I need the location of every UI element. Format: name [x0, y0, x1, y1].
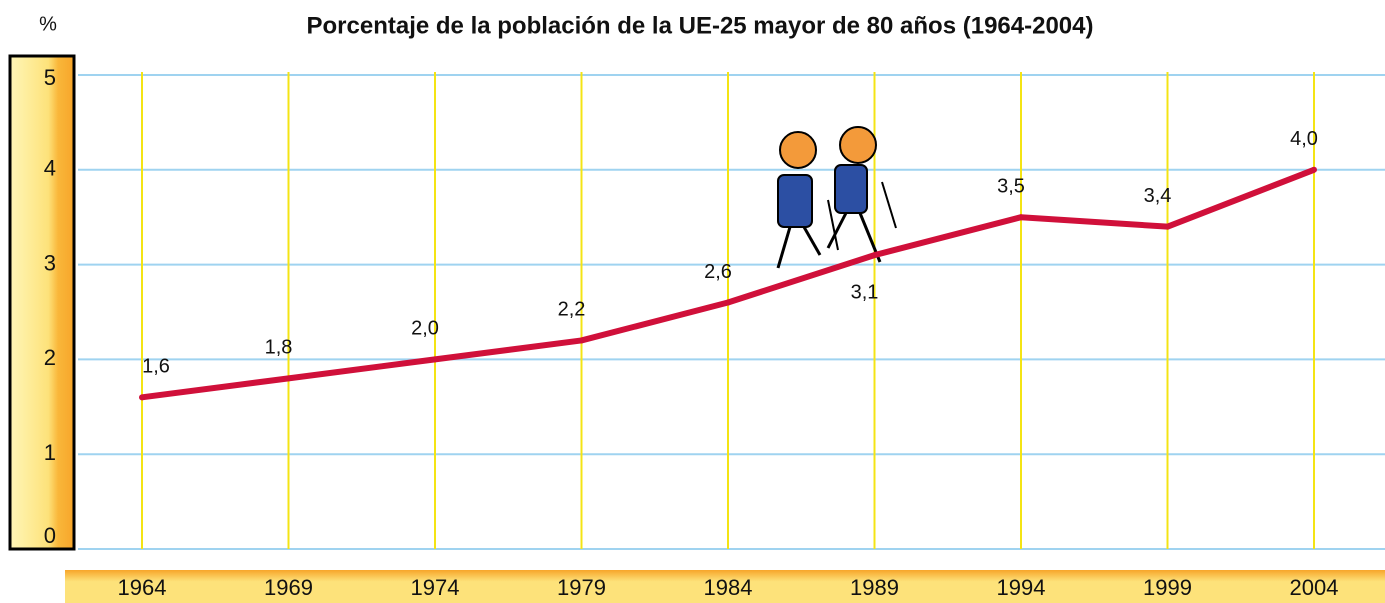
y-tick-label: 2 [44, 345, 56, 370]
value-label: 3,5 [997, 175, 1025, 197]
x-tick-label: 1979 [557, 575, 606, 600]
value-label: 2,0 [411, 318, 439, 340]
x-tick-label: 1964 [118, 575, 167, 600]
value-label: 2,2 [558, 299, 586, 321]
y-tick-label: 0 [44, 523, 56, 548]
y-tick-label: 3 [44, 250, 56, 275]
data-point [1164, 223, 1171, 230]
value-label: 3,1 [851, 281, 879, 303]
data-point [139, 394, 145, 401]
y-unit: % [39, 13, 57, 35]
data-point [1018, 214, 1024, 221]
value-label: 3,4 [1144, 185, 1172, 207]
data-point [725, 299, 731, 306]
value-label: 4,0 [1290, 128, 1318, 150]
illustration [776, 126, 897, 269]
x-tick-label: 2004 [1290, 575, 1339, 600]
value-label: 1,8 [265, 337, 293, 359]
data-point [285, 375, 292, 382]
data-point [432, 356, 438, 363]
x-tick-label: 1984 [704, 575, 753, 600]
data-point [871, 252, 878, 259]
y-tick-label: 5 [44, 65, 56, 90]
value-label: 1,6 [142, 356, 170, 378]
y-axis-box [8, 54, 76, 551]
x-tick-label: 1974 [411, 575, 460, 600]
data-point [578, 337, 585, 344]
x-tick-label: 1989 [850, 575, 899, 600]
x-tick-label: 1999 [1143, 575, 1192, 600]
y-tick-label: 4 [44, 156, 56, 181]
x-tick-label: 1994 [997, 575, 1046, 600]
data-point [1311, 166, 1317, 173]
x-axis-band [65, 570, 1385, 603]
y-tick-label: 1 [44, 440, 56, 465]
value-label: 2,6 [704, 261, 732, 283]
x-tick-label: 1969 [264, 575, 313, 600]
chart-title: Porcentaje de la población de la UE-25 m… [307, 12, 1094, 39]
